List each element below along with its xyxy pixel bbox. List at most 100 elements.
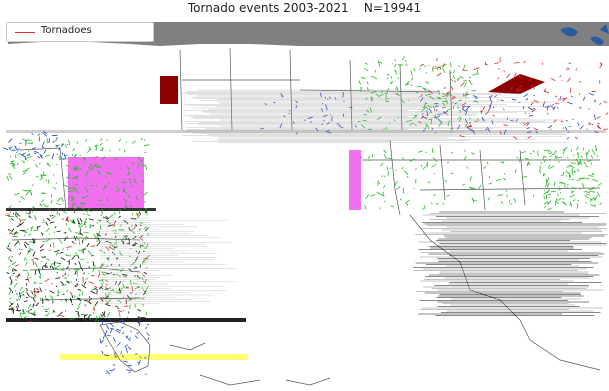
tornado-track: [567, 101, 573, 105]
tornado-track: [19, 312, 22, 318]
tornado-track: [130, 184, 133, 188]
tornado-track: [410, 70, 413, 76]
tornado-track: [9, 259, 12, 262]
tornado-track: [566, 77, 571, 82]
tornado-track: [60, 143, 64, 147]
tornado-track: [420, 115, 425, 119]
tornado-track: [79, 237, 81, 239]
tornado-track: [28, 189, 33, 195]
tornado-track: [54, 262, 59, 264]
tornado-track: [119, 267, 125, 273]
tornado-track: [481, 116, 485, 122]
tornado-track: [53, 140, 55, 143]
tornado-track: [549, 165, 555, 169]
tornado-track: [133, 179, 138, 184]
tornado-track: [562, 147, 568, 151]
tornado-track: [122, 235, 129, 240]
tornado-track: [12, 272, 15, 275]
tornado-track: [144, 210, 147, 214]
tornado-track: [83, 212, 85, 215]
tornado-track: [64, 277, 68, 279]
tornado-track: [27, 153, 31, 156]
tornado-track: [21, 248, 23, 251]
tornado-track: [554, 155, 557, 160]
tornado-track: [600, 62, 603, 66]
tornado-track: [562, 198, 565, 200]
tornado-track: [19, 142, 22, 145]
tornado-track: [387, 157, 392, 160]
tornado-track: [517, 88, 523, 92]
tornado-track: [139, 322, 141, 325]
tornado-track: [528, 114, 533, 117]
tornado-track: [435, 131, 437, 134]
tornado-track: [433, 116, 440, 118]
tornado-track: [118, 187, 120, 189]
tornado-track: [33, 291, 40, 294]
tornado-track: [415, 168, 417, 171]
tornado-track: [596, 124, 600, 129]
tornado-track: [555, 203, 557, 207]
tornado-track: [74, 206, 81, 209]
tornado-track: [27, 272, 29, 276]
tornado-track: [30, 312, 36, 316]
tornado-track: [394, 69, 397, 72]
tornado-track: [52, 309, 56, 313]
tornado-track: [122, 283, 126, 288]
tornado-track: [360, 86, 363, 89]
tornado-track: [394, 63, 397, 68]
tornado-track: [90, 168, 95, 171]
tornado-track: [358, 80, 362, 85]
tornado-track: [54, 249, 60, 253]
tornado-track: [77, 249, 83, 252]
tornado-track: [143, 271, 148, 275]
tornado-track: [32, 297, 36, 303]
tornado-track: [108, 149, 111, 152]
tornado-track: [90, 314, 93, 316]
tornado-track: [123, 198, 128, 203]
tornado-track: [57, 294, 59, 297]
tornado-track: [533, 128, 539, 131]
tornado-track: [140, 191, 143, 194]
tornado-track: [572, 154, 575, 156]
tornado-track: [556, 156, 558, 158]
tornado-track: [136, 212, 139, 217]
tornado-track: [321, 102, 324, 105]
tornado-track: [421, 87, 428, 90]
tornado-track: [30, 296, 33, 298]
tornado-track: [8, 265, 11, 268]
tornado-track: [395, 186, 401, 190]
tornado-track: [51, 215, 56, 219]
dark-strip: [6, 208, 156, 211]
tornado-track: [410, 77, 414, 81]
tornado-track: [48, 147, 51, 150]
tornado-track: [394, 87, 397, 90]
tornado-track: [588, 92, 595, 96]
tornado-track: [572, 199, 576, 202]
tornado-track: [66, 280, 70, 284]
tornado-track: [86, 148, 91, 154]
tornado-track: [512, 136, 518, 140]
tornado-track: [389, 167, 392, 169]
tornado-track: [74, 262, 77, 265]
tornado-track: [390, 76, 393, 79]
tornado-track: [113, 253, 116, 255]
tornado-track: [518, 85, 523, 88]
tornado-track: [48, 233, 50, 235]
tornado-track: [21, 160, 25, 163]
tornado-track: [142, 289, 147, 295]
tornado-track: [588, 188, 595, 191]
tornado-track: [105, 215, 110, 220]
tornado-track: [77, 311, 80, 318]
tornado-track: [527, 106, 534, 111]
tornado-track: [28, 320, 33, 323]
tornado-track: [58, 147, 61, 151]
tornado-track: [62, 247, 64, 251]
tornado-track: [503, 124, 508, 126]
tornado-track: [68, 177, 71, 179]
tornado-track: [11, 228, 15, 232]
tornado-track: [366, 87, 369, 92]
tornado-track: [390, 81, 394, 85]
tornado-track: [45, 238, 51, 243]
tornado-track: [98, 199, 101, 202]
tornado-track: [9, 297, 12, 300]
